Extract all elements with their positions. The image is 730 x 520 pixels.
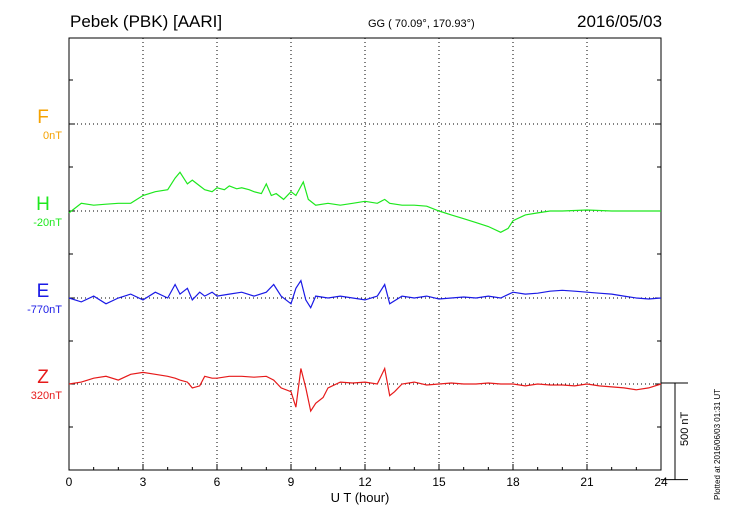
x-tick-label: 6 [214,475,221,489]
channel-baseline-H: -20nT [33,217,62,229]
series-line-Z [68,366,662,413]
series-line-E [68,279,662,309]
x-tick-label: 21 [580,475,594,489]
channel-baseline-E: -770nT [27,304,62,316]
plotted-timestamp: Plotted at 2016/06/03 01:31 UT [713,388,722,500]
x-tick-label: 12 [358,475,372,489]
channel-baseline-F: 0nT [43,130,62,142]
x-tick-label: 18 [506,475,520,489]
channel-baseline-Z: 320nT [30,390,62,402]
x-axis-label: U T (hour) [330,490,390,505]
x-tick-label: 24 [654,475,668,489]
series-line-H [68,171,661,233]
channel-label-F: F [37,107,49,128]
plot-date: 2016/05/03 [577,12,663,31]
channel-label-Z: Z [37,367,49,388]
scale-bar-label: 500 nT [679,411,691,446]
station-title: Pebek (PBK) [AARI] [70,12,223,31]
x-tick-label: 15 [432,475,446,489]
channel-label-H: H [36,194,50,215]
geographic-coordinates: GG ( 70.09°, 170.93°) [368,18,475,30]
x-tick-label: 9 [288,475,295,489]
channel-label-E: E [36,281,50,302]
x-tick-label: 0 [66,475,73,489]
x-tick-label: 3 [140,475,147,489]
